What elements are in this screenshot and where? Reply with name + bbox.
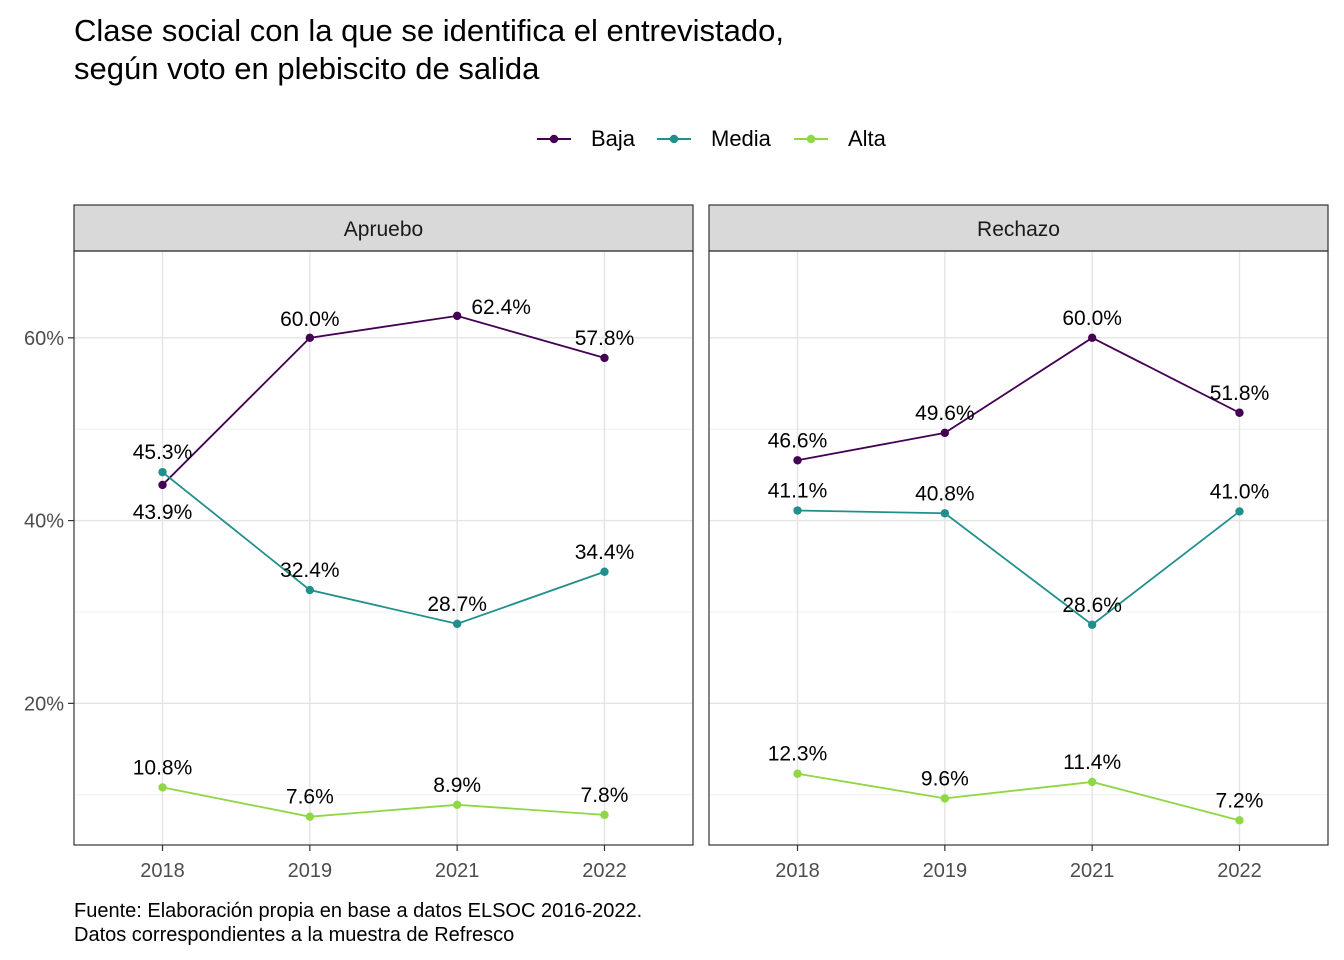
series-alta-line [797, 772, 1240, 822]
x-axis-tick-label: 2021 [435, 860, 480, 882]
facet-strip [73, 204, 694, 252]
series-alta-data-label: 7.8% [581, 784, 629, 807]
chart-title-line-2: según voto en plebiscito de salida [74, 51, 540, 86]
legend-key-point [806, 134, 816, 144]
x-axis-tick-label: 2022 [582, 860, 627, 882]
panel-background [74, 251, 693, 845]
series-baja: 46.6% 49.6% 60.0% 51.8% [768, 307, 1270, 465]
series-baja-data-label: 51.8% [1210, 382, 1270, 405]
chart-title-line-1: Clase social con la que se identifica el… [74, 13, 784, 48]
y-axis-tick-label: 20% [24, 693, 64, 715]
series-baja-point [452, 311, 462, 321]
series-baja-point [940, 428, 950, 438]
y-axis-tick-label: 60% [24, 328, 64, 350]
legend-label: Baja [591, 126, 636, 151]
legend-item-baja: Baja [537, 126, 636, 151]
series-baja-data-label: 60.0% [1062, 307, 1122, 330]
series-baja-point [1235, 408, 1244, 417]
series-alta: 12.3% 9.6% 11.4% 7.2% [768, 743, 1264, 825]
series-media-point [1235, 507, 1244, 516]
series-media-data-label: 41.0% [1210, 480, 1270, 503]
series-media-point [600, 567, 609, 576]
series-media-data-label: 28.7% [427, 593, 487, 616]
series-baja-point [600, 353, 609, 363]
panel-rechazo: Rechazo 46.6% 49.6% 60.0% 51.8% 41.1% 40.8% 28.… [708, 204, 1329, 882]
series-baja-data-label: 43.9% [133, 501, 193, 524]
x-axis-tick-label: 2019 [288, 860, 333, 882]
series-baja-data-label: 60.0% [280, 308, 340, 331]
series-baja-point [1087, 333, 1097, 343]
legend-item-media: Media [657, 126, 772, 151]
series-media-point [452, 619, 462, 629]
legend-label: Media [711, 126, 772, 151]
series-baja-point [793, 456, 802, 465]
x-axis-tick-label: 2018 [775, 860, 820, 882]
series-baja-point [305, 333, 315, 343]
series-media: 45.3% 32.4% 28.7% 34.4% [133, 441, 635, 629]
series-baja-point [158, 480, 167, 490]
series-baja-data-label: 57.8% [575, 327, 635, 350]
x-axis-tick-label: 2021 [1070, 860, 1115, 882]
series-alta-point [305, 812, 315, 821]
caption-line-1: Fuente: Elaboración propia en base a dat… [74, 900, 642, 922]
x-axis-tick-label: 2018 [140, 860, 185, 882]
y-axis-tick-label: 40% [24, 511, 64, 533]
series-media-point [793, 506, 802, 515]
series-alta-data-label: 9.6% [921, 767, 969, 790]
series-alta-line [162, 786, 605, 818]
series-baja-data-label: 62.4% [471, 296, 531, 319]
series-media-line [161, 471, 605, 625]
series-media-point [158, 467, 167, 477]
series-media-data-label: 41.1% [768, 480, 828, 503]
panel-border [708, 250, 1329, 846]
legend-label: Alta [848, 126, 887, 151]
series-media-data-label: 45.3% [133, 441, 193, 464]
series-media-data-label: 32.4% [280, 559, 340, 582]
x-axis-tick-label: 2022 [1217, 860, 1262, 882]
series-baja: 43.9% 60.0% 62.4% 57.8% [133, 296, 635, 524]
legend: Baja Media Alta [537, 126, 887, 151]
series-alta-point [940, 794, 950, 803]
series-alta: 10.8% 7.6% 8.9% 7.8% [133, 756, 629, 821]
series-alta-data-label: 7.6% [286, 786, 334, 809]
facet-strip-label: Apruebo [344, 218, 423, 241]
panel-border [73, 250, 694, 846]
caption-line-2: Datos correspondientes a la muestra de R… [74, 924, 514, 946]
series-media-line [797, 509, 1241, 626]
facet-panels: Apruebo 43.9% 60.0% 62.4% 57.8% 45.3% 32.4% 28.… [24, 204, 1329, 882]
series-alta-data-label: 12.3% [768, 743, 828, 766]
chart-title: Clase social con la que se identifica el… [74, 13, 784, 86]
series-media: 41.1% 40.8% 28.6% 41.0% [768, 480, 1270, 629]
series-alta-point [158, 783, 167, 792]
series-alta-data-label: 8.9% [433, 774, 481, 797]
legend-key-point [549, 134, 559, 144]
series-baja-line [161, 314, 605, 486]
series-baja-data-label: 49.6% [915, 402, 975, 425]
series-media-data-label: 40.8% [915, 482, 975, 505]
series-baja-line [797, 336, 1240, 462]
x-axis-tick-label: 2019 [923, 860, 968, 882]
series-alta-point [1087, 777, 1097, 787]
panel-background [709, 251, 1328, 845]
series-media-point [940, 509, 950, 518]
chart-caption: Fuente: Elaboración propia en base a dat… [74, 900, 642, 946]
series-media-data-label: 28.6% [1062, 594, 1122, 617]
series-media-data-label: 34.4% [575, 541, 635, 564]
legend-key-point [669, 134, 679, 144]
series-alta-point [452, 800, 462, 809]
series-media-point [1087, 620, 1097, 629]
series-alta-data-label: 7.2% [1216, 789, 1264, 812]
series-media-point [305, 585, 315, 595]
series-alta-point [1235, 816, 1244, 825]
panel-apruebo: Apruebo 43.9% 60.0% 62.4% 57.8% 45.3% 32.4% 28.… [24, 204, 694, 882]
facet-strip-label: Rechazo [977, 218, 1060, 241]
series-alta-data-label: 11.4% [1063, 751, 1121, 774]
series-alta-data-label: 10.8% [133, 756, 193, 779]
series-baja-data-label: 46.6% [768, 429, 828, 452]
series-alta-point [793, 769, 802, 778]
series-alta-point [600, 810, 609, 820]
legend-item-alta: Alta [794, 126, 887, 151]
